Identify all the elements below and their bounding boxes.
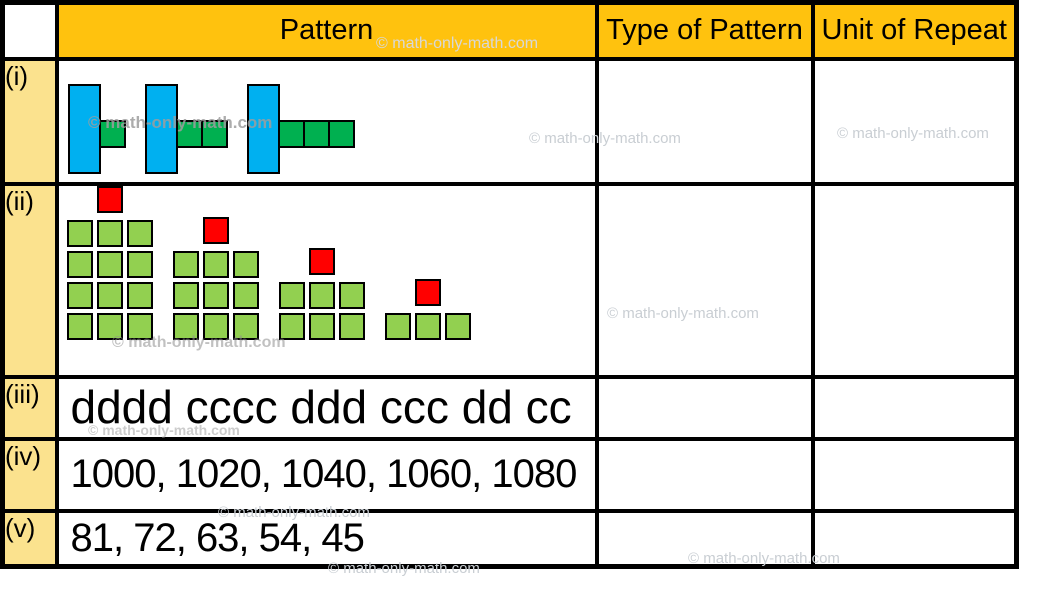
blue-rectangle bbox=[67, 83, 101, 174]
light-green-square bbox=[444, 312, 471, 340]
light-green-square bbox=[232, 250, 259, 278]
number-pattern-text-iv: 1000, 1020, 1040, 1060, 1080 bbox=[70, 451, 578, 496]
light-green-square bbox=[96, 219, 123, 247]
light-green-square bbox=[66, 281, 93, 309]
green-square-grid bbox=[66, 219, 153, 340]
pattern-cell-v: 81, 72, 63, 54, 45 bbox=[54, 508, 599, 569]
header-pattern: Pattern bbox=[54, 0, 599, 61]
green-square bbox=[277, 119, 305, 148]
red-square bbox=[202, 216, 229, 244]
light-green-square bbox=[126, 250, 153, 278]
row-label-iv: (iv) bbox=[0, 436, 59, 513]
pattern-cell-iii: dddd cccc ddd ccc dd cc bbox=[54, 374, 599, 441]
light-green-square bbox=[308, 312, 335, 340]
green-square bbox=[98, 119, 126, 148]
red-square bbox=[308, 247, 335, 275]
table-row-iv: (iv) 1000, 1020, 1040, 1060, 1080 bbox=[0, 436, 1019, 513]
light-green-square bbox=[96, 281, 123, 309]
light-green-square bbox=[66, 312, 93, 340]
type-cell-iii bbox=[594, 374, 815, 441]
green-square bbox=[302, 119, 330, 148]
light-green-square bbox=[126, 281, 153, 309]
stack-group bbox=[278, 247, 365, 340]
table-row-i: (i) bbox=[0, 56, 1019, 186]
green-square bbox=[175, 119, 203, 148]
row-label-iii: (iii) bbox=[0, 374, 59, 441]
number-pattern-text-v: 81, 72, 63, 54, 45 bbox=[70, 515, 365, 560]
green-square-row bbox=[175, 119, 228, 148]
light-green-square bbox=[338, 312, 365, 340]
stack-group bbox=[384, 278, 471, 340]
type-cell-i bbox=[594, 56, 815, 186]
pattern-cell-iv: 1000, 1020, 1040, 1060, 1080 bbox=[54, 436, 599, 513]
light-green-square bbox=[278, 281, 305, 309]
red-square bbox=[414, 278, 441, 306]
stack-group bbox=[172, 216, 259, 340]
blue-rectangle bbox=[246, 83, 280, 174]
pattern-cell-i bbox=[54, 56, 599, 186]
unit-cell-iv bbox=[810, 436, 1019, 513]
light-green-square bbox=[384, 312, 411, 340]
light-green-square bbox=[338, 281, 365, 309]
light-green-square bbox=[96, 250, 123, 278]
light-green-square bbox=[232, 312, 259, 340]
light-green-square bbox=[172, 250, 199, 278]
red-square bbox=[96, 187, 123, 213]
red-green-stack-pattern bbox=[61, 187, 593, 363]
row-label-ii: (ii) bbox=[0, 181, 59, 379]
bar-group bbox=[144, 83, 228, 174]
light-green-square bbox=[278, 312, 305, 340]
letter-pattern-text: dddd cccc ddd ccc dd cc bbox=[70, 380, 572, 433]
pattern-table: Pattern Type of Pattern Unit of Repeat (… bbox=[0, 0, 1019, 569]
green-square bbox=[200, 119, 228, 148]
table-row-ii: (ii) bbox=[0, 181, 1019, 379]
bar-group bbox=[246, 83, 355, 174]
green-square-row bbox=[277, 119, 355, 148]
green-square bbox=[327, 119, 355, 148]
header-type-of-pattern: Type of Pattern bbox=[594, 0, 815, 61]
unit-cell-i bbox=[810, 56, 1019, 186]
unit-cell-ii bbox=[810, 181, 1019, 379]
unit-cell-v bbox=[810, 508, 1019, 569]
header-unit-of-repeat: Unit of Repeat bbox=[810, 0, 1019, 61]
bar-group bbox=[67, 83, 126, 174]
light-green-square bbox=[202, 312, 229, 340]
type-cell-v bbox=[594, 508, 815, 569]
pattern-cell-ii bbox=[54, 181, 599, 379]
row-label-v: (v) bbox=[0, 508, 59, 569]
blue-rectangle bbox=[144, 83, 178, 174]
unit-cell-iii bbox=[810, 374, 1019, 441]
blue-green-bar-pattern bbox=[61, 63, 593, 174]
light-green-square bbox=[202, 281, 229, 309]
light-green-square bbox=[202, 250, 229, 278]
light-green-square bbox=[66, 250, 93, 278]
row-label-i: (i) bbox=[0, 56, 59, 186]
table-row-v: (v) 81, 72, 63, 54, 45 bbox=[0, 508, 1019, 569]
type-cell-ii bbox=[594, 181, 815, 379]
header-row: Pattern Type of Pattern Unit of Repeat bbox=[0, 0, 1019, 61]
light-green-square bbox=[172, 312, 199, 340]
light-green-square bbox=[308, 281, 335, 309]
corner-cell bbox=[0, 0, 59, 61]
green-square-grid bbox=[172, 250, 259, 340]
light-green-square bbox=[126, 312, 153, 340]
table-row-iii: (iii) dddd cccc ddd ccc dd cc bbox=[0, 374, 1019, 441]
green-square-grid bbox=[384, 312, 471, 340]
light-green-square bbox=[172, 281, 199, 309]
type-cell-iv bbox=[594, 436, 815, 513]
light-green-square bbox=[96, 312, 123, 340]
light-green-square bbox=[66, 219, 93, 247]
green-square-grid bbox=[278, 281, 365, 340]
light-green-square bbox=[414, 312, 441, 340]
light-green-square bbox=[232, 281, 259, 309]
light-green-square bbox=[126, 219, 153, 247]
green-square-row bbox=[98, 119, 126, 148]
stack-group bbox=[66, 187, 153, 340]
